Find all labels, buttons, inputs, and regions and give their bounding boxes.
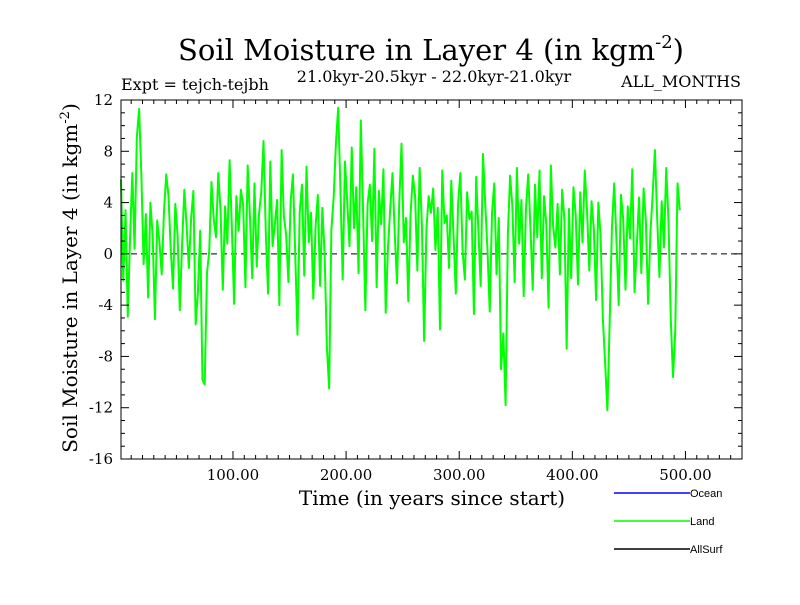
x-tick-label: 400.00 — [546, 466, 599, 484]
chart-title-close: ) — [673, 33, 684, 67]
y-axis-label-main: Soil Moisture in Layer 4 (in kgm — [58, 124, 82, 453]
subtitle-center: 21.0kyr-20.5kyr - 22.0kyr-21.0kyr — [297, 67, 572, 86]
y-tick-label: 8 — [103, 142, 113, 160]
x-tick-label: 100.00 — [207, 466, 260, 484]
x-axis-label: Time (in years since start) — [299, 486, 565, 510]
series-line-land — [120, 106, 681, 412]
chart-title-main: Soil Moisture in Layer 4 (in kgm — [178, 33, 655, 67]
y-tick-label: -16 — [89, 450, 113, 468]
subtitle-left: Expt = tejch-tejbh — [121, 75, 269, 94]
x-tick-label: 300.00 — [433, 466, 486, 484]
chart-title: Soil Moisture in Layer 4 (in kgm-2) — [178, 32, 684, 67]
y-axis-label-superscript: -2 — [58, 111, 73, 124]
x-tick-label: 500.00 — [659, 466, 712, 484]
y-tick-label: 4 — [103, 194, 113, 212]
plot-area: -16 -12 -8 -4 0 4 8 12 100.00 200.00 300.00 400.00 5… — [89, 91, 743, 484]
y-tick-label: 0 — [103, 245, 113, 263]
legend-label-ocean: Ocean — [690, 488, 722, 500]
y-axis-label-close: ) — [58, 103, 82, 111]
y-tick-label: -12 — [89, 399, 113, 417]
legend-label-allsurf: AllSurf — [690, 544, 723, 556]
y-tick-label: -8 — [98, 347, 113, 365]
y-tick-label: -4 — [98, 296, 113, 314]
subtitle-right: ALL_MONTHS — [620, 72, 741, 91]
y-tick-label: 12 — [94, 91, 113, 109]
legend: Ocean Land AllSurf — [614, 488, 723, 556]
x-tick-label: 200.00 — [320, 466, 373, 484]
chart-title-superscript: -2 — [655, 32, 673, 53]
legend-label-land: Land — [690, 516, 714, 528]
y-axis-label: Soil Moisture in Layer 4 (in kgm-2) — [58, 103, 82, 453]
